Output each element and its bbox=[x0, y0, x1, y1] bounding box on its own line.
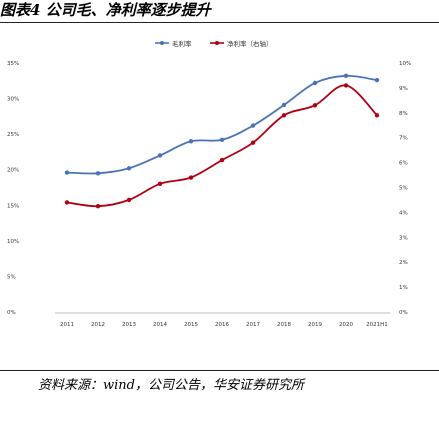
series-point-0 bbox=[95, 171, 101, 176]
x-tick-label: 2019 bbox=[308, 322, 322, 328]
left-tick-label: 20% bbox=[7, 168, 19, 174]
right-tick-label: 3% bbox=[399, 235, 408, 241]
series-point-1 bbox=[126, 197, 132, 203]
x-tick-label: 2016 bbox=[215, 322, 229, 328]
left-tick-label: 25% bbox=[7, 132, 19, 138]
x-tick-label: 2013 bbox=[122, 322, 136, 328]
x-tick-label: 2017 bbox=[246, 322, 260, 328]
right-tick-label: 0% bbox=[399, 310, 408, 316]
right-tick-label: 10% bbox=[399, 61, 411, 67]
series-point-0 bbox=[250, 123, 256, 128]
series-point-0 bbox=[343, 73, 349, 79]
series-point-1 bbox=[219, 157, 225, 163]
series-point-1 bbox=[157, 181, 163, 186]
series-point-0 bbox=[219, 137, 225, 143]
source-note: 资料来源：wind，公司公告，华安证券研究所 bbox=[38, 378, 304, 393]
series-point-0 bbox=[281, 102, 287, 108]
series-point-0 bbox=[188, 139, 194, 144]
x-tick-label: 2018 bbox=[277, 322, 291, 328]
series-point-0 bbox=[126, 166, 132, 171]
series-point-1 bbox=[374, 113, 380, 118]
left-tick-label: 35% bbox=[7, 61, 19, 67]
right-tick-label: 6% bbox=[399, 161, 408, 167]
right-tick-label: 2% bbox=[399, 260, 408, 266]
right-tick-label: 9% bbox=[399, 86, 408, 92]
series-point-0 bbox=[374, 77, 380, 83]
series-point-1 bbox=[343, 83, 349, 88]
series-point-1 bbox=[312, 103, 318, 108]
left-tick-label: 30% bbox=[7, 97, 19, 103]
figure-title: 图表4 公司毛、净利率逐步提升 bbox=[0, 1, 211, 19]
x-tick-label: 2012 bbox=[91, 322, 105, 328]
left-tick-label: 15% bbox=[7, 203, 19, 209]
line-chart: 毛利率 净利率（右轴） 0% 5% 10% 15% 20% 25% 30% 35% 0% 1% 2% 3%… bbox=[7, 39, 411, 328]
right-tick-label: 4% bbox=[399, 210, 408, 216]
series-point-1 bbox=[250, 140, 256, 145]
x-tick-label: 2011 bbox=[60, 322, 74, 328]
source-divider bbox=[0, 370, 439, 371]
title-divider bbox=[0, 22, 439, 23]
right-tick-label: 7% bbox=[399, 136, 408, 142]
x-tick-label: 2015 bbox=[184, 322, 198, 328]
right-tick-label: 5% bbox=[399, 186, 408, 192]
right-tick-label: 8% bbox=[399, 111, 408, 117]
legend-label-1: 净利率（右轴） bbox=[227, 39, 273, 48]
x-tick-label: 2021H1 bbox=[366, 322, 388, 328]
x-tick-label: 2020 bbox=[339, 322, 353, 328]
legend-label-0: 毛利率 bbox=[172, 39, 192, 48]
series-point-0 bbox=[64, 170, 70, 175]
left-tick-label: 0% bbox=[7, 310, 16, 316]
legend-marker-1 bbox=[215, 41, 219, 45]
series-point-1 bbox=[188, 175, 194, 180]
legend-marker-0 bbox=[160, 41, 164, 45]
series-line-1 bbox=[66, 84, 378, 208]
series-point-1 bbox=[281, 113, 287, 118]
right-tick-label: 1% bbox=[399, 285, 408, 291]
x-tick-label: 2014 bbox=[153, 322, 167, 328]
left-tick-label: 5% bbox=[7, 274, 16, 280]
series-point-1 bbox=[95, 203, 101, 209]
series-point-0 bbox=[157, 153, 163, 158]
series-point-1 bbox=[64, 200, 70, 205]
series-point-0 bbox=[312, 80, 318, 86]
left-tick-label: 10% bbox=[7, 239, 19, 245]
